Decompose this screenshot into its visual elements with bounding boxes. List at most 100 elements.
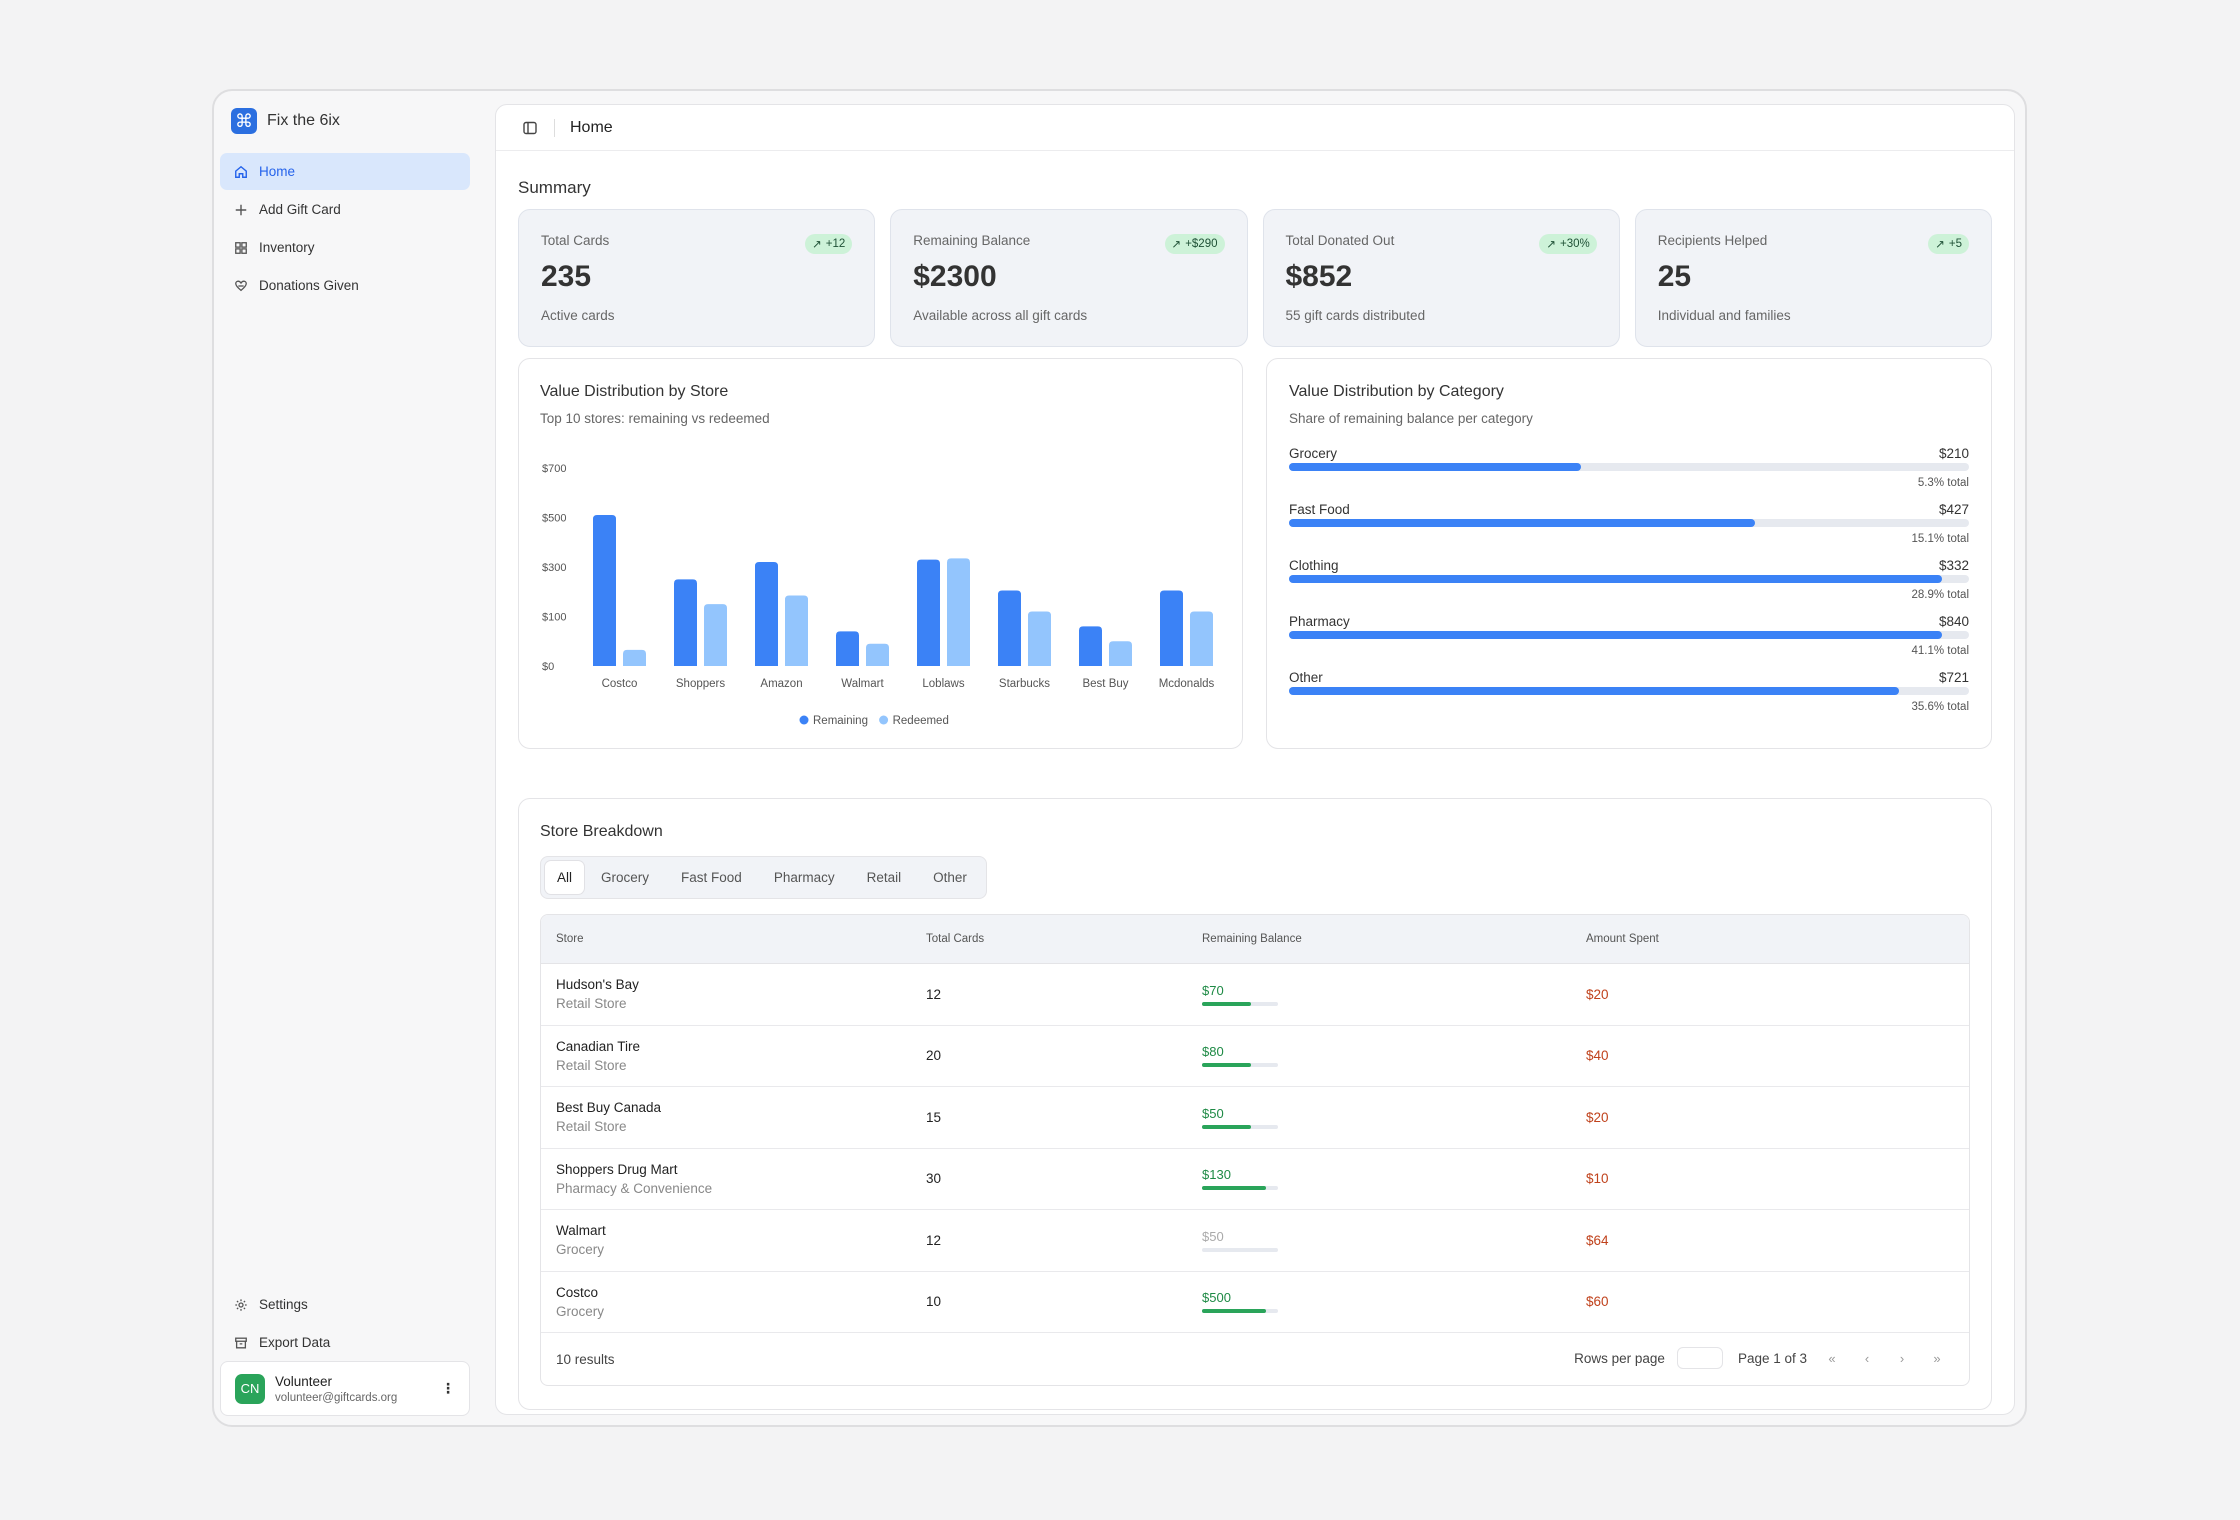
balance-bar-fill xyxy=(1202,1124,1251,1129)
category-name: Other xyxy=(1289,670,1323,685)
store-type: Retail Store xyxy=(556,996,627,1012)
store-type: Grocery xyxy=(556,1303,605,1319)
tab-retail[interactable]: Retail xyxy=(866,870,902,885)
store-name: Best Buy Canada xyxy=(556,1100,662,1116)
balance-cell: $70 xyxy=(1202,983,1586,1006)
sidebar-item-add-gift-card[interactable]: Add Gift Card xyxy=(220,191,470,228)
store-chart-title: Value Distribution by Store xyxy=(540,383,729,400)
legend-swatch-remaining xyxy=(799,715,809,725)
category-progress-track xyxy=(1289,463,1969,471)
balance-value: $50 xyxy=(1202,1228,1224,1244)
badge-text: +5 xyxy=(1948,238,1962,250)
table-row[interactable]: Best Buy Canada Retail Store 15 $50 $20 xyxy=(541,1087,1969,1149)
category-share: 28.9% total xyxy=(1911,589,1969,601)
bar-redeemed-costco xyxy=(623,649,646,666)
balance-value: $80 xyxy=(1202,1044,1224,1060)
sidebar-item-export-data[interactable]: Export Data xyxy=(220,1324,470,1361)
sidebar-nav: Home Add Gift Card Inventory Donations G… xyxy=(220,153,470,305)
bar-redeemed-mcdonalds xyxy=(1190,611,1213,666)
store-cell: Hudson's Bay Retail Store xyxy=(541,977,926,1011)
heart-hand-icon xyxy=(234,279,248,293)
x-tick-label: Costco xyxy=(602,678,638,690)
stat-value: 25 xyxy=(1657,260,1692,293)
tab-fast-food[interactable]: Fast Food xyxy=(681,870,742,885)
bar-remaining-amazon xyxy=(755,562,778,666)
brand[interactable]: ⌘ Fix the 6ix xyxy=(231,108,340,134)
category-chart-subtitle: Share of remaining balance per category xyxy=(1289,411,1533,426)
table-row[interactable]: Hudson's Bay Retail Store 12 $70 $20 xyxy=(541,964,1969,1026)
column-header-total-cards[interactable]: Total Cards xyxy=(926,933,985,945)
category-progress-fill xyxy=(1289,575,1942,583)
next-page-button[interactable]: › xyxy=(1899,1350,1905,1366)
total-cards-cell: 30 xyxy=(926,1171,942,1187)
last-page-button[interactable]: » xyxy=(1933,1350,1941,1366)
store-name: Shoppers Drug Mart xyxy=(556,1161,678,1177)
balance-cell: $80 xyxy=(1202,1044,1586,1068)
stat-foot: Active cards xyxy=(541,308,615,323)
balance-value: $500 xyxy=(1202,1290,1231,1306)
user-card[interactable]: CN Volunteer volunteer@giftcards.org ⋮ xyxy=(220,1361,470,1416)
sidebar-item-label: Donations Given xyxy=(259,278,359,293)
store-type: Pharmacy & Convenience xyxy=(556,1180,713,1196)
balance-bar-track xyxy=(1202,1001,1278,1006)
store-name: Canadian Tire xyxy=(556,1038,641,1054)
sidebar: ⌘ Fix the 6ix Home Add Gift Card Inven xyxy=(214,91,489,1425)
sidebar-item-label: Settings xyxy=(259,1297,308,1312)
column-header-amount-spent[interactable]: Amount Spent xyxy=(1586,933,1659,945)
y-tick-label: $100 xyxy=(542,612,566,624)
sidebar-toggle-icon[interactable] xyxy=(522,120,538,136)
sidebar-item-settings[interactable]: Settings xyxy=(220,1286,470,1323)
badge-text: +12 xyxy=(825,238,846,250)
store-bar-chart: $700 $500 $300 $100 $0 Costco Shoppers Amazon Wa… xyxy=(542,463,1215,727)
x-tick-label: Mcdonalds xyxy=(1159,678,1215,690)
rows-per-page-select[interactable] xyxy=(1676,1347,1723,1369)
sidebar-item-home[interactable]: Home xyxy=(220,153,470,190)
y-tick-label: $700 xyxy=(542,463,566,475)
total-cards-cell: 12 xyxy=(926,986,942,1002)
more-vertical-icon[interactable]: ⋮ xyxy=(441,1380,455,1396)
trend-badge: ↗ +12 xyxy=(805,234,853,254)
stat-value: 235 xyxy=(541,260,592,293)
tab-other[interactable]: Other xyxy=(933,870,967,885)
home-icon xyxy=(234,165,248,179)
category-row-fast-food: Fast Food $427 15.1% total xyxy=(1289,502,1969,558)
sidebar-item-donations-given[interactable]: Donations Given xyxy=(220,267,470,304)
column-header-store[interactable]: Store xyxy=(556,933,584,945)
table-body: Hudson's Bay Retail Store 12 $70 $20 Can… xyxy=(541,964,1969,1333)
table-row[interactable]: Shoppers Drug Mart Pharmacy & Convenienc… xyxy=(541,1149,1969,1210)
tab-all[interactable]: All xyxy=(545,861,585,894)
user-name: Volunteer xyxy=(275,1373,333,1389)
column-header-remaining-balance[interactable]: Remaining Balance xyxy=(1202,933,1302,945)
total-cards-cell: 12 xyxy=(926,1232,942,1248)
store-type: Retail Store xyxy=(556,1057,627,1073)
main-panel: Home Summary Total Cards 235 Active card… xyxy=(495,104,2015,1415)
category-value: $721 xyxy=(1938,670,1969,685)
total-cards-cell: 15 xyxy=(926,1109,942,1125)
legend-label-redeemed: Redeemed xyxy=(893,715,949,727)
tab-grocery[interactable]: Grocery xyxy=(601,870,650,885)
category-name: Pharmacy xyxy=(1289,614,1350,629)
gear-icon xyxy=(234,1298,248,1312)
stat-value: $852 xyxy=(1285,260,1353,293)
archive-icon xyxy=(234,1336,248,1350)
table-row[interactable]: Canadian Tire Retail Store 20 $80 $40 xyxy=(541,1026,1969,1087)
table-row[interactable]: Walmart Grocery 12 $50 $64 xyxy=(541,1210,1969,1272)
store-name: Costco xyxy=(556,1284,599,1300)
table-row[interactable]: Costco Grocery 10 $500 $60 xyxy=(541,1272,1969,1333)
balance-bar-track xyxy=(1202,1247,1278,1252)
category-chart-card: Value Distribution by Category Share of … xyxy=(1266,358,1992,749)
bar-redeemed-walmart xyxy=(866,643,889,666)
bar-remaining-starbucks xyxy=(998,590,1021,666)
first-page-button[interactable]: « xyxy=(1828,1350,1836,1366)
category-share: 41.1% total xyxy=(1911,645,1969,657)
prev-page-button[interactable]: ‹ xyxy=(1864,1350,1870,1366)
balance-cell: $130 xyxy=(1202,1167,1586,1191)
trend-badge: ↗ +$290 xyxy=(1164,234,1225,254)
tab-pharmacy[interactable]: Pharmacy xyxy=(773,870,835,885)
sidebar-item-inventory[interactable]: Inventory xyxy=(220,229,470,266)
legend-label-remaining: Remaining xyxy=(813,715,868,727)
stat-value: $2300 xyxy=(913,260,997,293)
amount-spent-cell: $60 xyxy=(1586,1294,1609,1310)
category-list: Grocery $210 5.3% total Fast Food $427 15.1% … xyxy=(1289,446,1969,726)
category-progress-fill xyxy=(1289,687,1899,695)
